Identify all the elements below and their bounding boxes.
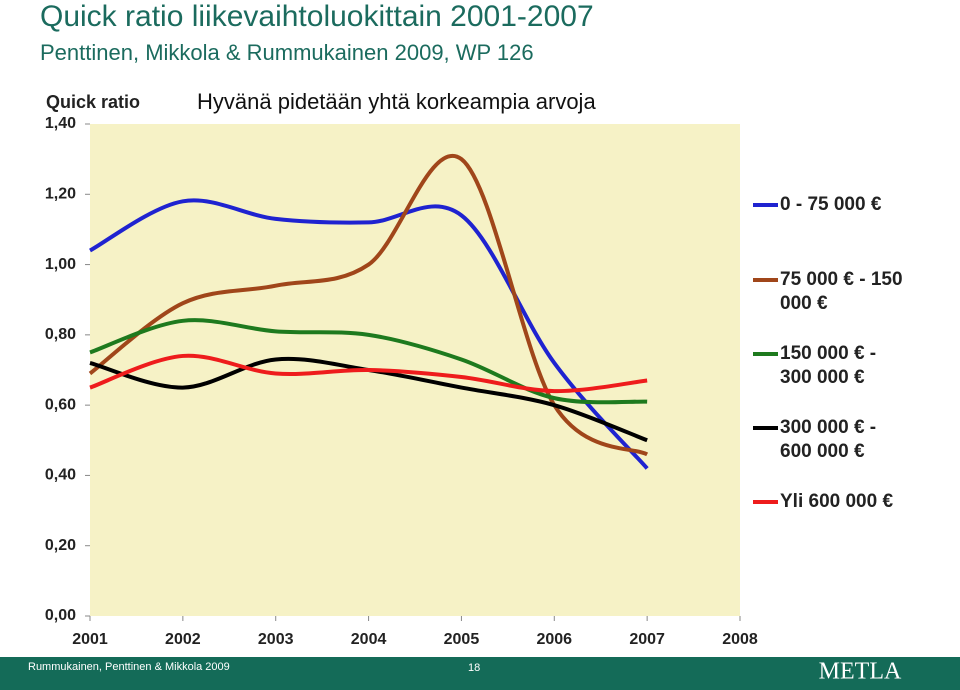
x-tick-label: 2006 xyxy=(536,631,572,648)
y-tick-label: 1,20 xyxy=(45,186,76,203)
series-line xyxy=(89,198,649,470)
title: Quick ratio liikevaihtoluokittain 2001-2… xyxy=(40,0,594,33)
y-tick-label: 0,20 xyxy=(45,537,76,554)
x-tick-label: 2008 xyxy=(722,631,758,648)
page-number: 18 xyxy=(468,662,480,674)
x-tick-label: 2001 xyxy=(72,631,108,648)
plot-area xyxy=(90,124,740,616)
y-tick-label: 0,40 xyxy=(45,467,76,484)
x-tick-label: 2002 xyxy=(165,631,201,648)
subtitle: Penttinen, Mikkola & Rummukainen 2009, W… xyxy=(40,40,534,65)
x-tick-label: 2005 xyxy=(444,631,480,648)
legend-label: 150 000 € - 300 000 € xyxy=(780,343,877,388)
legend-label: 300 000 € - 600 000 € xyxy=(780,417,877,462)
legend-label: 0 - 75 000 € xyxy=(780,194,882,215)
y-axis-label: Quick ratio xyxy=(46,92,140,112)
footer-band xyxy=(0,657,960,690)
logo: METLA xyxy=(819,659,902,685)
y-tick-label: 1,00 xyxy=(45,256,76,273)
y-tick-label: 0,60 xyxy=(45,396,76,413)
x-tick-label: 2004 xyxy=(351,631,387,648)
footer-source: Rummukainen, Penttinen & Mikkola 2009 xyxy=(28,661,230,673)
legend-label: Yli 600 000 € xyxy=(780,491,894,512)
annotation: Hyvänä pidetään yhtä korkeampia arvoja xyxy=(197,89,596,114)
y-tick-label: 0,00 xyxy=(45,607,76,624)
series-line xyxy=(89,353,648,394)
x-tick-label: 2007 xyxy=(629,631,665,648)
legend-label: 75 000 € - 150 000 € xyxy=(780,269,903,314)
y-tick-label: 1,40 xyxy=(45,115,76,132)
y-tick-label: 0,80 xyxy=(45,326,76,343)
x-tick-label: 2003 xyxy=(258,631,294,648)
series-line xyxy=(89,318,648,405)
